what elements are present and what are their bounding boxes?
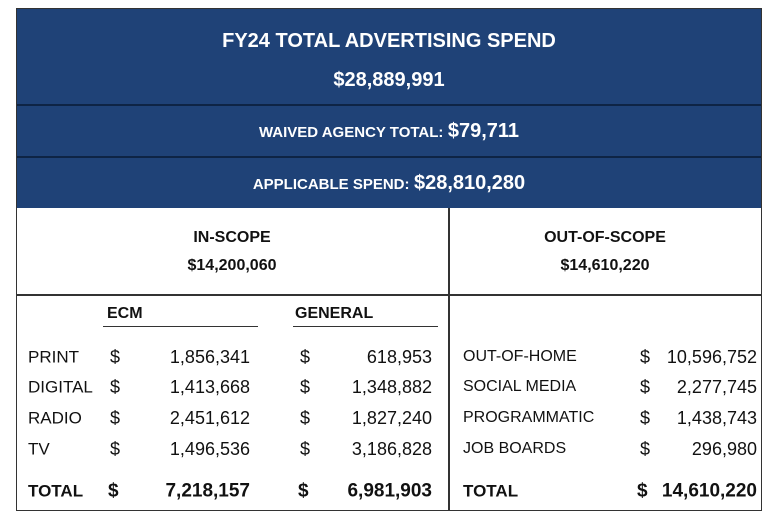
title: FY24 TOTAL ADVERTISING SPEND — [222, 30, 556, 52]
currency: $ — [300, 439, 311, 459]
currency: $ — [300, 347, 311, 367]
row-label: PROGRAMMATIC — [463, 409, 595, 426]
cell-value: 618,953 — [366, 347, 432, 367]
currency: $ — [110, 347, 121, 367]
total-label: TOTAL — [463, 481, 519, 501]
currency: $ — [300, 377, 311, 397]
currency: $ — [637, 480, 648, 502]
section-total: $14,200,060 — [187, 257, 277, 274]
underline — [103, 326, 258, 327]
divider — [16, 104, 762, 106]
grand-total: $28,889,991 — [333, 69, 445, 91]
currency: $ — [108, 480, 119, 502]
column-header: GENERAL — [295, 305, 374, 322]
total-value: 6,981,903 — [347, 480, 432, 502]
currency: $ — [110, 377, 121, 397]
label: WAIVED AGENCY TOTAL: — [258, 124, 444, 141]
cell-value: 2,277,745 — [676, 377, 757, 397]
cell-value: 296,980 — [691, 439, 757, 459]
currency: $ — [298, 480, 309, 502]
total-value: 7,218,157 — [165, 480, 250, 502]
currency: $ — [640, 347, 651, 367]
row-label: JOB BOARDS — [463, 440, 567, 457]
value: $79,711 — [447, 120, 520, 142]
column-header: ECM — [107, 305, 143, 322]
label: APPLICABLE SPEND: — [252, 176, 410, 193]
cell-value: 1,496,536 — [169, 439, 250, 459]
row-label: DIGITAL — [28, 377, 93, 397]
applicable-line: APPLICABLE SPEND: $28,810,280 — [253, 173, 525, 193]
cell-value: 10,596,752 — [666, 347, 757, 367]
total-value: 14,610,220 — [661, 480, 757, 502]
section-total: $14,610,220 — [560, 257, 650, 274]
currency: $ — [300, 408, 311, 428]
currency: $ — [110, 408, 121, 428]
header-band — [16, 8, 762, 208]
cell-value: 3,186,828 — [351, 439, 432, 459]
value: $28,810,280 — [413, 172, 526, 194]
cell-value: 1,348,882 — [351, 377, 432, 397]
underline — [293, 326, 438, 327]
cell-value: 1,438,743 — [676, 408, 757, 428]
total-label: TOTAL — [28, 481, 84, 501]
row-label: PRINT — [28, 347, 79, 367]
currency: $ — [640, 377, 651, 397]
waived-line: WAIVED AGENCY TOTAL: $79,711 — [259, 121, 519, 141]
cell-value: 1,827,240 — [351, 408, 432, 428]
row-label: RADIO — [28, 408, 82, 428]
cell-value: 2,451,612 — [169, 408, 250, 428]
table-border — [16, 8, 762, 511]
currency: $ — [640, 439, 651, 459]
divider — [16, 156, 762, 158]
cell-value: 1,856,341 — [169, 347, 250, 367]
row-label: OUT-OF-HOME — [463, 348, 577, 365]
currency: $ — [110, 439, 121, 459]
row-label: SOCIAL MEDIA — [463, 378, 577, 395]
currency: $ — [640, 408, 651, 428]
divider — [448, 208, 450, 511]
row-label: TV — [28, 439, 50, 459]
section-title: IN-SCOPE — [193, 229, 271, 246]
section-title: OUT-OF-SCOPE — [544, 229, 666, 246]
cell-value: 1,413,668 — [169, 377, 250, 397]
divider — [16, 294, 762, 296]
